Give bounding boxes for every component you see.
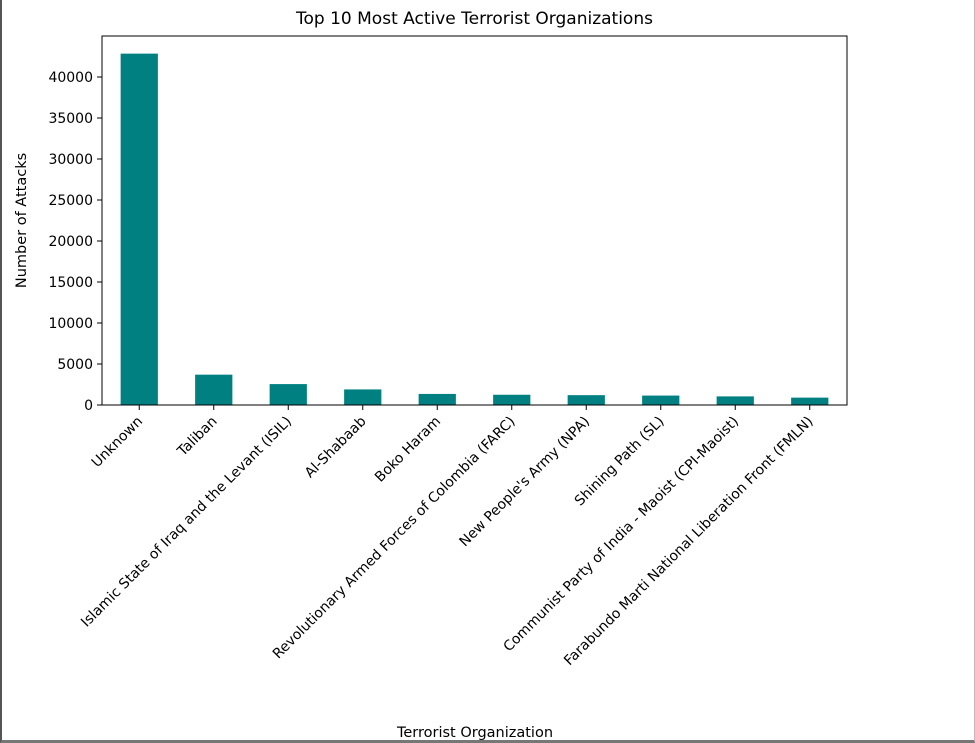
y-tick-label: 20000	[48, 234, 93, 250]
y-tick-label: 35000	[48, 111, 93, 127]
y-tick-label: 10000	[48, 316, 93, 332]
bar-6	[567, 395, 605, 405]
y-tick-label: 40000	[48, 70, 93, 86]
plot-area-frame	[101, 35, 848, 406]
chart-title: Top 10 Most Active Terrorist Organizatio…	[295, 9, 653, 29]
x-tick-label: Farabundo Marti National Liberation Fron…	[561, 414, 816, 669]
bar-0	[120, 53, 158, 405]
y-axis-label: Number of Attacks	[14, 153, 30, 288]
y-tick-label: 15000	[48, 275, 93, 291]
bar-5	[493, 394, 531, 405]
bar-9	[791, 397, 829, 405]
bar-7	[642, 395, 680, 405]
bar-4	[418, 393, 456, 405]
y-tick-label: 25000	[48, 193, 93, 209]
y-tick-label: 30000	[48, 152, 93, 168]
y-tick-label: 0	[84, 398, 93, 414]
x-tick-label: Boko Haram	[372, 414, 444, 486]
y-tick-label: 5000	[57, 357, 93, 373]
y-axis: 0 5000 10000 15000 20000 25000 30000 35000 40000	[48, 70, 102, 414]
x-tick-label: Al-Shabaab	[302, 413, 370, 481]
bar-3	[344, 389, 382, 405]
x-tick-label: Taliban	[174, 414, 221, 461]
bar-1	[195, 374, 233, 405]
x-tick-label: Unknown	[89, 414, 146, 471]
bars-group	[120, 53, 829, 405]
x-axis-label: Terrorist Organization	[396, 725, 553, 741]
bar-2	[269, 384, 307, 405]
bar-8	[716, 396, 754, 405]
x-tick-label: New People's Army (NPA)	[457, 414, 594, 551]
